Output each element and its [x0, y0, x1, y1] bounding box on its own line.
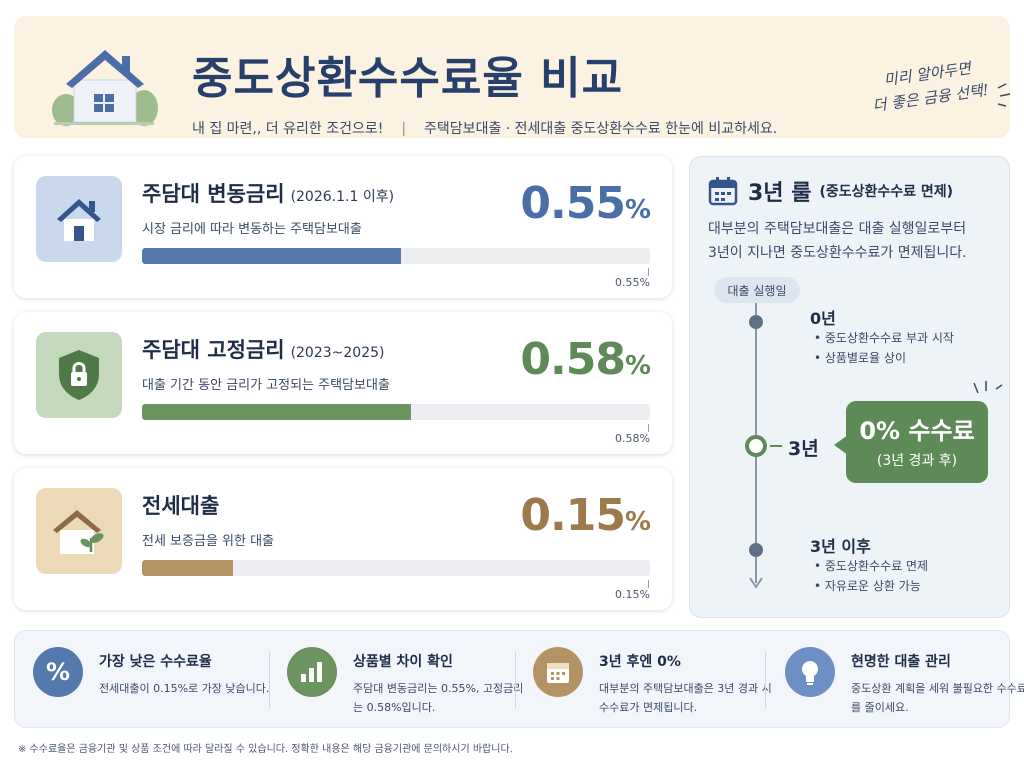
card-icon-box [36, 488, 122, 574]
card-period: (2026.1.1 이후) [290, 189, 395, 205]
rule-title: 3년 룰 [748, 181, 812, 206]
rule-desc-line1: 대부분의 주택담보대출은 대출 실행일로부터 [708, 221, 967, 237]
shield-lock-icon [59, 350, 99, 400]
summary-strip: % 가장 낮은 수수료율 전세대출이 0.15%로 가장 낮습니다. 상품별 차… [14, 630, 1024, 728]
summary-text: 전세대출이 0.15%로 가장 낮습니다. [99, 682, 270, 695]
fee-card-variable: 주담대 변동금리 (2026.1.1 이후) 시장 금리에 따라 변동하는 주택담… [14, 156, 672, 298]
card-rate: 0.55% [520, 178, 651, 229]
rule-header: 3년 룰 (중도상환수수료 면제) [708, 175, 953, 207]
summary-item-difference: 상품별 차이 확인 주담대 변동금리는 0.55%, 고정금리는 0.58%입니… [287, 647, 527, 717]
card-rate-value: 0.55 [520, 178, 626, 229]
timeline-ring-3y [745, 435, 767, 457]
sparkle-marks-icon [997, 83, 1011, 107]
card-desc: 전세 보증금을 위한 대출 [142, 534, 274, 549]
card-icon-box [36, 176, 122, 262]
three-year-rule-panel: 3년 룰 (중도상환수수료 면제) 대부분의 주택담보대출은 대출 실행일로부터… [689, 156, 1010, 618]
fee-card-jeonse: 전세대출 전세 보증금을 위한 대출 0.15% 0.15% [14, 468, 672, 610]
timeline-arrow-icon [749, 577, 763, 589]
rate-bar-label: 0.15% [615, 588, 650, 601]
card-rate-unit: % [624, 507, 651, 537]
page-title: 중도상환수수료율 비교 [192, 53, 624, 104]
badge-sub: (3년 경과 후) [876, 453, 958, 469]
timeline-step-after: 3년 이후 [810, 537, 871, 556]
summary-divider [515, 651, 516, 709]
summary-item-three-year: 3년 후엔 0% 대부분의 주택담보대출은 3년 경과 시 수수료가 면제됩니다… [533, 647, 773, 717]
header-banner: 중도상환수수료율 비교 내 집 마련,, 더 유리한 조건으로! | 주택담보대출 … [14, 16, 1011, 138]
card-rate-value: 0.58 [520, 334, 626, 385]
rate-bar-label: 0.55% [615, 276, 650, 289]
card-rate: 0.58% [520, 334, 651, 385]
badge-main: 0% 수수료 [859, 417, 975, 445]
rule-description: 대부분의 주택담보대출은 대출 실행일로부터 3년이 지나면 중도상환수수료가 … [708, 217, 1003, 265]
card-rate-unit: % [624, 195, 651, 225]
timeline-bullet: • 자유로운 상환 가능 [814, 579, 921, 593]
rate-bar-track [142, 248, 650, 264]
summary-title: 상품별 차이 확인 [353, 654, 453, 670]
timeline-ring-dash [770, 445, 782, 447]
subtitle-left: 내 집 마련,, 더 유리한 조건으로! [192, 121, 384, 137]
rate-bar-label: 0.58% [615, 432, 650, 445]
card-name: 주담대 고정금리 (2023~2025) [142, 334, 384, 364]
bar-tick [648, 580, 649, 588]
calendar-icon [533, 647, 583, 697]
summary-item-smart: 현명한 대출 관리 중도상환 계획을 세워 불필요한 수수료를 줄이세요. [785, 647, 1024, 717]
rate-bar-fill [142, 560, 234, 576]
timeline-step-0: 0년 [810, 309, 836, 328]
rule-desc-line2: 3년이 지나면 중도상환수수료가 면제됩니다. [708, 245, 967, 261]
timeline-bullet: • 중도상환수수료 부과 시작 [814, 331, 954, 345]
rate-bar-fill [142, 248, 402, 264]
footnote: ※ 수수료율은 금융기관 및 상품 조건에 따라 달라질 수 있습니다. 정확한… [18, 744, 513, 755]
rate-bar-track [142, 404, 650, 420]
card-rate-value: 0.15 [520, 490, 626, 541]
card-desc: 대출 기간 동안 금리가 고정되는 주택담보대출 [142, 378, 390, 393]
subtitle-right: 주택담보대출 · 전세대출 중도상환수수료 한눈에 비교하세요. [424, 121, 778, 137]
timeline-bullet: • 상품별로율 상이 [814, 351, 906, 365]
badge-pointer [834, 435, 848, 455]
card-desc: 시장 금리에 따라 변동하는 주택담보대출 [142, 222, 362, 237]
timeline-dot-0 [749, 315, 763, 329]
bar-tick [648, 268, 649, 276]
card-name-text: 주담대 고정금리 [142, 338, 285, 362]
card-name: 주담대 변동금리 (2026.1.1 이후) [142, 178, 394, 208]
page-subtitle: 내 집 마련,, 더 유리한 조건으로! | 주택담보대출 · 전세대출 중도상환수… [192, 118, 777, 138]
timeline-dot-after [749, 543, 763, 557]
subtitle-separator: | [401, 121, 407, 137]
card-rate-unit: % [624, 351, 651, 381]
card-rate: 0.15% [520, 490, 651, 541]
calendar-icon [708, 177, 738, 206]
summary-text: 중도상환 계획을 세워 불필요한 수수료를 줄이세요. [851, 682, 1024, 714]
summary-divider [765, 651, 766, 709]
house-icon [57, 199, 101, 241]
summary-title: 3년 후엔 0% [599, 654, 681, 670]
start-date-pill: 대출 실행일 [714, 277, 800, 303]
percent-icon: % [33, 647, 83, 697]
timeline-step-3: 3년 [788, 438, 819, 460]
summary-item-lowest: % 가장 낮은 수수료율 전세대출이 0.15%로 가장 낮습니다. [33, 647, 273, 717]
summary-divider [269, 651, 270, 709]
rate-bar-fill [142, 404, 412, 420]
card-name-text: 전세대출 [142, 494, 220, 518]
card-name: 전세대출 [142, 490, 225, 520]
summary-text: 주담대 변동금리는 0.55%, 고정금리는 0.58%입니다. [353, 682, 524, 714]
house-plant-icon [53, 510, 104, 554]
bar-chart-icon [287, 647, 337, 697]
sparkle-icon [973, 381, 1003, 394]
card-name-text: 주담대 변동금리 [142, 182, 285, 206]
rate-bar-track [142, 560, 650, 576]
card-period: (2023~2025) [290, 345, 385, 361]
house-illustration-icon [52, 50, 158, 126]
summary-text: 대부분의 주택담보대출은 3년 경과 시 수수료가 면제됩니다. [599, 682, 772, 714]
lightbulb-icon [785, 647, 835, 697]
bar-tick [648, 424, 649, 432]
handwritten-note: 미리 알아두면 더 좋은 금융 선택! [851, 52, 1006, 120]
summary-title: 현명한 대출 관리 [851, 654, 951, 670]
summary-title: 가장 낮은 수수료율 [99, 654, 212, 670]
rule-subtitle: (중도상환수수료 면제) [819, 184, 954, 200]
timeline-bullet: • 중도상환수수료 면제 [814, 559, 929, 573]
zero-fee-badge: 0% 수수료 (3년 경과 후) [846, 401, 988, 483]
card-icon-box [36, 332, 122, 418]
fee-card-fixed: 주담대 고정금리 (2023~2025) 대출 기간 동안 금리가 고정되는 주택… [14, 312, 672, 454]
